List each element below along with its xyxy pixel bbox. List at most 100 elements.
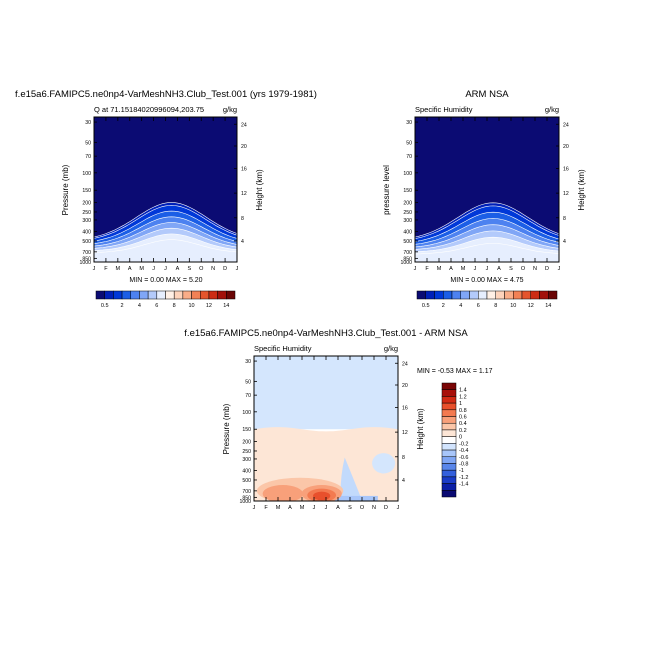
panel-obs-cbar-swatch: [478, 290, 488, 300]
panel-model-cbar-swatch: [208, 290, 218, 300]
panel-obs-ytick-label: 1000: [400, 260, 412, 266]
panel-model-ytick-label: 150: [82, 188, 91, 194]
panel-model-ytick-label: 850: [82, 256, 91, 262]
panel-obs-cbar-swatch: [425, 290, 435, 300]
panel-model-ytick-label: 250: [82, 210, 91, 216]
panel-obs-ytick-label: 300: [403, 218, 412, 224]
panel-model-xtick-label: O: [199, 266, 204, 272]
panel-diff-xtick-label: D: [384, 505, 388, 511]
panel-diff-units: g/kg: [384, 344, 398, 353]
panel-obs-cbar-label: 0.5: [422, 303, 430, 309]
panel-diff-negative-surface: [334, 495, 378, 501]
panel-diff-cbar-swatch: [441, 402, 457, 411]
panel-obs-xtick-label: N: [533, 266, 537, 272]
panel-obs-ytick-label: 100: [403, 171, 412, 177]
panel-model-ytick-right-label: 24: [241, 122, 247, 128]
panel-model-xtick-label: M: [139, 266, 144, 272]
panel-model-cbar-label: 10: [189, 303, 195, 309]
panel-model-cbar-swatch: [130, 290, 140, 300]
panel-diff-negative-patch: [372, 453, 396, 474]
panel-model-ylabel-right: Height (km): [255, 169, 264, 211]
panel-model-ytick-label: 100: [82, 171, 91, 177]
panel-diff-upper-negative: [254, 356, 398, 430]
panel-model-cbar-swatch: [147, 290, 158, 300]
panel-model-cbar-label: 14: [223, 303, 229, 309]
panel-obs-cbar-label: 10: [510, 303, 516, 309]
panel-obs-ytick-right-label: 12: [563, 191, 569, 197]
panel-model-ylabel: Pressure (mb): [61, 164, 70, 215]
panel-diff-cbar-label: 0: [459, 435, 462, 441]
panel-diff-cbar-label: -0.4: [459, 448, 468, 454]
panel-model-cbar-swatch: [200, 290, 210, 300]
panel-model-xtick-label: F: [104, 266, 108, 272]
panel-diff-xtick-label: F: [264, 505, 268, 511]
panel-diff-cbar-swatch: [441, 416, 457, 424]
panel-diff-cbar-swatch: [441, 396, 457, 404]
panel-diff-cbar-label: 0.4: [459, 421, 467, 427]
panel-obs-ytick-label: 850: [403, 256, 412, 262]
panel-model-cbar-label: 2: [121, 303, 124, 309]
panel-model-ytick-label: 50: [85, 140, 91, 146]
panel-diff-negative-plume: [340, 457, 361, 497]
panel-diff-ytick-right-label: 4: [402, 478, 405, 484]
panel-obs-units: g/kg: [545, 105, 559, 114]
panel-diff-ytick-label: 250: [242, 449, 251, 455]
panel-model-title: f.e15a6.FAMIPC5.ne0np4-VarMeshNH3.Club_T…: [15, 89, 317, 100]
panel-model-ytick-label: 70: [85, 154, 91, 160]
panel-obs-cbar-swatch: [416, 290, 426, 300]
panel-model-cbar-label: 0.5: [101, 303, 109, 309]
panel-diff-ytick-right-label: 16: [402, 405, 408, 411]
panel-obs-ytick-label: 70: [406, 154, 412, 160]
panel-obs-colorbar: 0.5 2 4 6 8 10 12 14: [416, 290, 558, 309]
panel-model-cbar-swatch: [217, 290, 227, 300]
panel-obs-cbar-swatch: [504, 290, 514, 300]
panel-model-xtick-label: S: [187, 266, 191, 272]
panel-model-left-string: Q at 71.15184020996094,203.75: [94, 105, 204, 114]
panel-diff-cbar-label: 1.2: [459, 394, 467, 400]
panel-obs-xtick-label: O: [521, 266, 526, 272]
panel-model-ytick-label: 200: [82, 201, 91, 207]
panel-diff-cbar-label: -1.4: [459, 482, 468, 488]
panel-model-ytick-right-label: 8: [241, 216, 244, 222]
panel-model-ytick-right-label: 20: [241, 144, 247, 150]
panel-obs-cbar-swatch: [434, 290, 444, 300]
panel-obs-xtick-label: F: [425, 266, 429, 272]
panel-diff-xtick-label: J: [325, 505, 328, 511]
panel-diff-xtick-label: J: [397, 505, 400, 511]
panel-model-plot-area: [94, 117, 237, 262]
panel-model-ytick-right-label: 12: [241, 191, 247, 197]
panel-diff-cbar-swatch: [441, 443, 457, 451]
panel-diff-positive-5: [313, 491, 331, 501]
panel-obs-cbar-label: 4: [459, 303, 462, 309]
panel-model-xtick-label: A: [128, 266, 132, 272]
panel-diff-ytick-label: 50: [245, 379, 251, 385]
panel-diff-xtick-label: S: [348, 505, 352, 511]
panel-obs-xtick-label: D: [545, 266, 549, 272]
panel-obs-ytick-right-label: 20: [563, 144, 569, 150]
panel-diff-cbar-label: -0.8: [459, 461, 468, 467]
panel-model-cbar-swatch: [182, 290, 192, 300]
panel-diff-ytick-label: 400: [242, 469, 251, 475]
panel-model-cbar-swatch: [156, 290, 166, 300]
panel-obs-xtick-label: M: [437, 266, 442, 272]
panel-model-ytick-right-label: 16: [241, 166, 247, 172]
panel-diff-ytick-label: 150: [242, 427, 251, 433]
panel-obs-cbar-swatch: [495, 290, 505, 300]
panel-diff-cbar-label: -1: [459, 468, 464, 474]
panel-model-units: g/kg: [223, 105, 237, 114]
panel-obs-xtick-label: J: [558, 266, 561, 272]
panel-obs-cbar-label: 6: [477, 303, 480, 309]
panel-diff-xtick-label: A: [336, 505, 340, 511]
panel-diff-cbar-swatch: [441, 436, 457, 444]
panel-diff-xtick-label: N: [372, 505, 376, 511]
panel-obs-ytick-label: 700: [403, 250, 412, 256]
panel-obs-xtick-label: J: [486, 266, 489, 272]
panel-obs-cbar-swatch: [451, 290, 461, 300]
panel-model-ytick-label: 30: [85, 120, 91, 126]
panel-obs-title: ARM NSA: [465, 89, 509, 100]
panel-diff-cbar-label: -0.2: [459, 441, 468, 447]
panel-obs-ytick-right-label: 4: [563, 239, 566, 245]
